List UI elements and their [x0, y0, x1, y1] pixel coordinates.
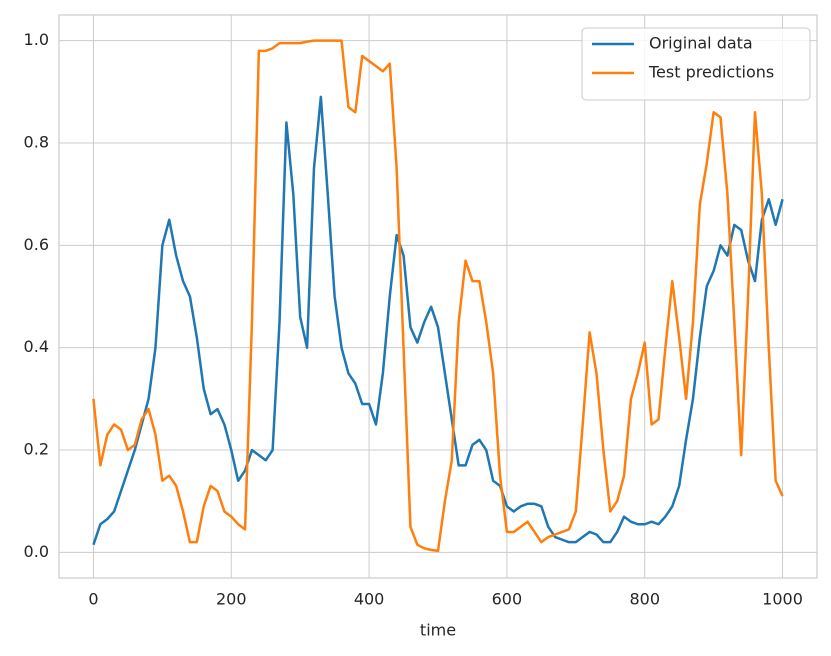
y-tick-label: 0.6	[24, 235, 49, 254]
data-line	[92, 95, 784, 546]
y-tick-label: 0.0	[24, 542, 49, 561]
legend-label: Original data	[649, 34, 753, 53]
x-tick-label: 400	[354, 590, 385, 609]
x-tick-label: 600	[492, 590, 523, 609]
x-tick-label: 0	[88, 590, 98, 609]
x-tick-label: 800	[629, 590, 660, 609]
y-tick-label: 0.2	[24, 440, 49, 459]
legend-label: Test predictions	[648, 63, 774, 82]
x-axis-label: time	[420, 621, 456, 640]
legend-box	[581, 27, 811, 101]
plot-frame	[58, 14, 818, 579]
legend: Original data Test predictions	[581, 27, 811, 101]
y-tick-label: 0.8	[24, 132, 49, 151]
y-tick-label: 0.4	[24, 337, 49, 356]
y-tick-label: 1.0	[24, 30, 49, 49]
data-line	[92, 39, 784, 553]
x-tick-label: 200	[216, 590, 247, 609]
x-tick-label: 1000	[762, 590, 803, 609]
